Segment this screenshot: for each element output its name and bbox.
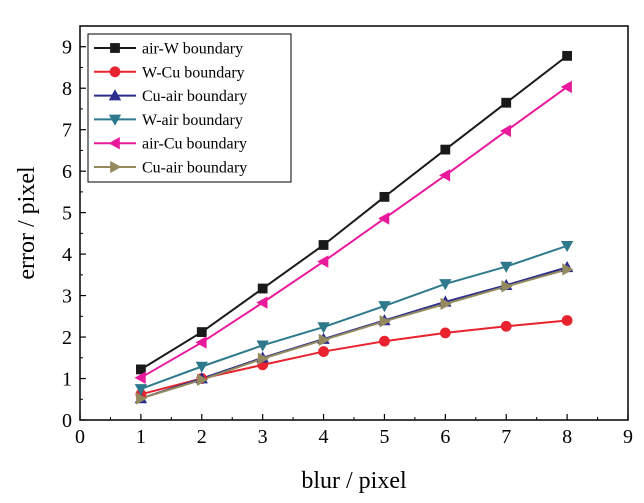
data-point bbox=[257, 352, 269, 365]
y-tick-label: 6 bbox=[62, 161, 72, 183]
data-point bbox=[318, 240, 329, 250]
data-point bbox=[136, 392, 148, 405]
data-point bbox=[500, 261, 513, 273]
data-point bbox=[378, 212, 390, 225]
data-point bbox=[500, 320, 512, 332]
legend-marker bbox=[110, 160, 122, 174]
legend-label: air-Cu boundary bbox=[142, 136, 247, 153]
data-point bbox=[439, 169, 451, 182]
data-point bbox=[256, 340, 269, 352]
data-point bbox=[501, 97, 512, 108]
data-point bbox=[318, 346, 329, 357]
data-point bbox=[439, 327, 451, 339]
series-lines bbox=[140, 55, 568, 400]
series-line-5 bbox=[140, 86, 568, 379]
axis-ticks: 0 1 2 3 4 5 6 7 8 9 0 1 2 3 4 5 6 7 8 9 bbox=[62, 37, 633, 448]
data-point bbox=[501, 280, 513, 293]
y-tick-label: 5 bbox=[62, 203, 72, 225]
x-tick-label: 0 bbox=[75, 426, 85, 448]
x-tick-label: 4 bbox=[319, 426, 329, 448]
legend-marker bbox=[108, 89, 122, 101]
y-tick-label: 7 bbox=[62, 120, 72, 142]
x-tick-label: 6 bbox=[440, 426, 450, 448]
legend-marker bbox=[108, 114, 122, 126]
legend-marker bbox=[109, 66, 121, 78]
data-point bbox=[195, 336, 207, 349]
data-point bbox=[318, 333, 330, 347]
data-point bbox=[561, 315, 573, 326]
legend-marker bbox=[108, 137, 120, 150]
x-tick-label: 1 bbox=[136, 426, 146, 448]
series-markers bbox=[134, 50, 574, 405]
legend-label: Cu-air boundary bbox=[142, 160, 247, 177]
y-tick-label: 8 bbox=[62, 78, 72, 100]
data-point bbox=[562, 263, 574, 276]
series-line-1 bbox=[140, 55, 568, 371]
x-tick-label: 2 bbox=[197, 426, 207, 448]
series-line-4 bbox=[140, 244, 568, 390]
data-point bbox=[257, 283, 268, 294]
legend: air-W boundary W-Cu boundary Cu-air bounda… bbox=[87, 33, 292, 183]
y-tick-label: 0 bbox=[62, 410, 72, 432]
y-tick-label: 4 bbox=[62, 244, 72, 266]
y-tick-label: 9 bbox=[62, 37, 72, 59]
legend-label: W-Cu boundary bbox=[142, 64, 245, 81]
legend-label: Cu-air boundary bbox=[142, 88, 247, 105]
data-point bbox=[379, 315, 391, 328]
legend-marker bbox=[110, 43, 120, 53]
data-point bbox=[379, 191, 390, 202]
data-point bbox=[195, 361, 208, 373]
data-point bbox=[196, 327, 207, 337]
data-point bbox=[440, 144, 451, 155]
y-tick-label: 1 bbox=[62, 369, 72, 391]
x-tick-label: 8 bbox=[562, 426, 572, 448]
y-axis-label: error / pixel bbox=[14, 166, 40, 280]
data-point bbox=[256, 296, 268, 309]
data-point bbox=[560, 241, 574, 253]
series-line-6 bbox=[140, 268, 568, 400]
data-point bbox=[562, 50, 573, 61]
data-point bbox=[135, 364, 146, 375]
legend-label: W-air boundary bbox=[142, 112, 243, 129]
x-axis-label: blur / pixel bbox=[301, 468, 407, 494]
legend-box bbox=[87, 33, 292, 183]
data-point bbox=[196, 373, 209, 386]
legend-label: air-W boundary bbox=[142, 41, 243, 58]
data-point bbox=[317, 322, 330, 334]
data-point bbox=[317, 255, 329, 268]
data-point bbox=[439, 279, 452, 291]
data-point bbox=[499, 124, 512, 138]
data-point bbox=[379, 335, 390, 347]
data-point bbox=[440, 297, 452, 311]
x-tick-label: 7 bbox=[501, 426, 511, 448]
data-point bbox=[134, 371, 146, 384]
x-tick-label: 9 bbox=[623, 426, 633, 448]
data-point bbox=[560, 80, 572, 94]
x-tick-label: 5 bbox=[379, 426, 389, 448]
y-tick-label: 2 bbox=[62, 327, 72, 349]
x-tick-label: 3 bbox=[258, 426, 268, 448]
data-point bbox=[378, 301, 391, 313]
y-tick-label: 3 bbox=[62, 286, 72, 308]
data-point bbox=[134, 384, 148, 396]
